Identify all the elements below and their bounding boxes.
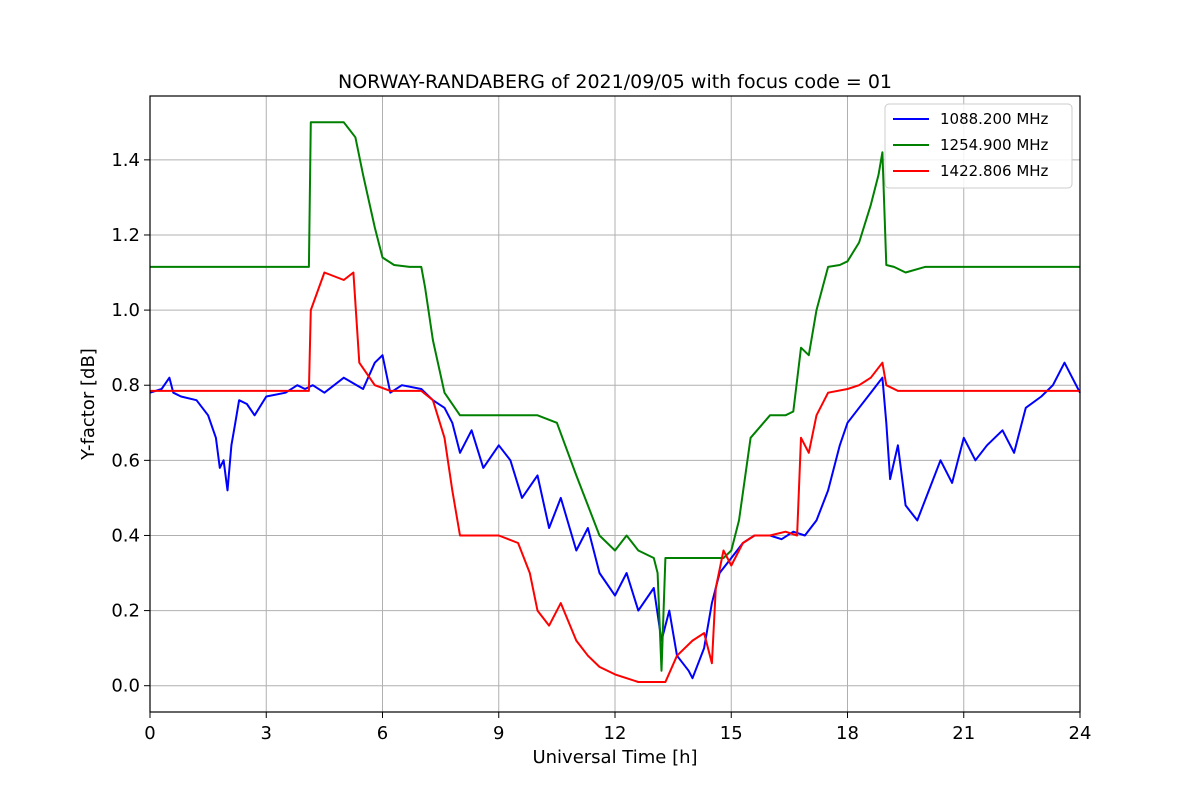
x-tick-label: 24 [1069,723,1092,744]
y-axis-ticks: 0.0 0.2 0.4 0.6 0.8 1.0 1.2 1.4 [111,150,150,697]
x-tick-label: 9 [493,723,504,744]
x-tick-label: 15 [720,723,743,744]
x-tick-label: 6 [377,723,388,744]
y-tick-label: 1.0 [111,300,140,321]
x-tick-label: 18 [836,723,859,744]
series-lines [149,121,1081,683]
legend-label: 1254.900 MHz [940,136,1049,154]
x-tick-label: 12 [604,723,627,744]
series-line-1088-200-mhz [149,354,1081,680]
legend-label: 1088.200 MHz [940,110,1049,128]
y-tick-label: 0.4 [111,525,140,546]
chart-title: NORWAY-RANDABERG of 2021/09/05 with focu… [338,71,892,93]
x-axis-label: Universal Time [h] [532,747,697,768]
y-tick-label: 0.2 [111,601,140,622]
y-axis-label: Y-factor [dB] [78,348,99,461]
legend-label: 1422.806 MHz [940,162,1049,180]
y-tick-label: 0.6 [111,450,140,471]
series-line-1422-806-mhz [150,271,1080,683]
y-tick-label: 1.4 [111,150,140,171]
x-axis-ticks: 0 3 6 9 12 15 18 21 24 [144,712,1091,744]
series-line-1254-900-mhz [150,121,1080,672]
y-tick-label: 0.8 [111,375,140,396]
x-tick-label: 21 [952,723,975,744]
x-tick-label: 3 [261,723,272,744]
legend: 1088.200 MHz 1254.900 MHz 1422.806 MHz [884,103,1073,189]
legend-box [884,103,1073,189]
y-tick-label: 0.0 [111,676,140,697]
y-tick-label: 1.2 [111,225,140,246]
x-tick-label: 0 [144,723,155,744]
